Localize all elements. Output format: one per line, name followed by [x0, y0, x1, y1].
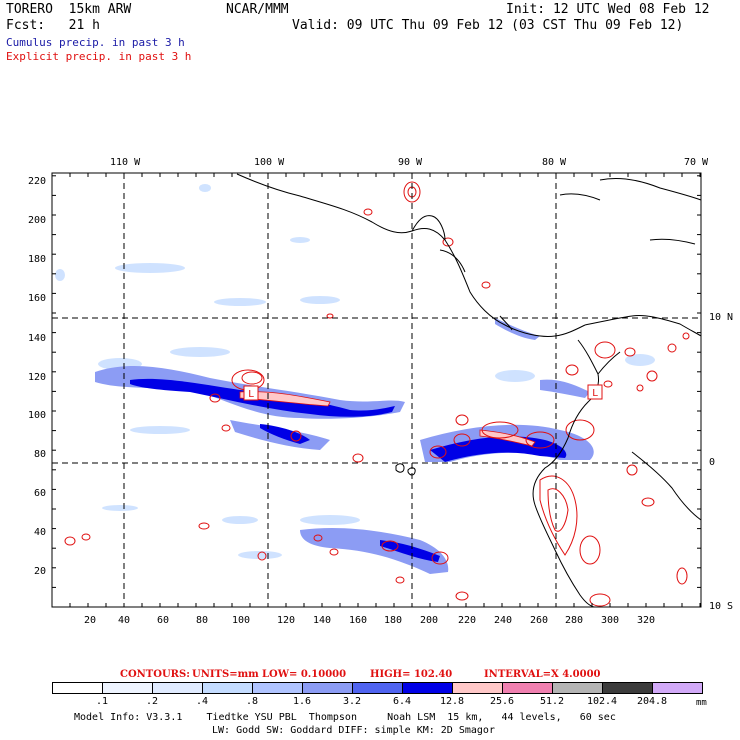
y-tick-label: 200	[28, 215, 47, 226]
colorbar-swatch	[402, 682, 453, 694]
x-tick-label: 320	[637, 615, 656, 626]
y-tick-label: 120	[28, 372, 47, 383]
x-tick-label: 60	[157, 615, 170, 626]
x-tick-label: 220	[458, 615, 477, 626]
svg-text:L: L	[248, 389, 254, 400]
colorbar-swatch	[302, 682, 353, 694]
x-tick-label: 80	[196, 615, 209, 626]
y-tick-label: 180	[28, 254, 47, 265]
lat-lon-grid	[52, 173, 701, 607]
coastlines	[236, 173, 702, 608]
x-tick-label: 280	[565, 615, 584, 626]
colorbar-label: .1	[95, 696, 109, 707]
contour-units: UNITS=mm	[192, 669, 259, 680]
init-time: Init: 12 UTC Wed 08 Feb 12	[506, 2, 710, 17]
y-tick-label: 80	[34, 449, 47, 460]
colorbar-unit: mm	[696, 698, 707, 708]
colorbar-swatch	[652, 682, 703, 694]
y-tick-label: 160	[28, 293, 47, 304]
x-tick-label: 300	[601, 615, 620, 626]
colorbar-swatch	[52, 682, 103, 694]
x-tick-label: 100	[232, 615, 251, 626]
x-tick-label: 200	[420, 615, 439, 626]
svg-text:L: L	[592, 388, 598, 399]
colorbar-swatch	[202, 682, 253, 694]
axis-ticks	[51, 173, 701, 608]
y-tick-label: 220	[28, 176, 47, 187]
colorbar-swatch	[452, 682, 503, 694]
colorbar-swatch	[502, 682, 553, 694]
colorbar-swatch	[152, 682, 203, 694]
forecast-hour: Fcst: 21 h	[6, 18, 100, 33]
colorbar-label: .4	[195, 696, 209, 707]
colorbar-label: 102.4	[586, 696, 618, 707]
y-tick-label: 40	[34, 527, 47, 538]
x-tick-label: 140	[313, 615, 332, 626]
colorbar-label: .8	[245, 696, 259, 707]
cumulus-legend: Cumulus precip. in past 3 h	[6, 36, 185, 49]
x-tick-label: 160	[349, 615, 368, 626]
explicit-pink-band	[239, 391, 536, 447]
x-tick-label: 180	[384, 615, 403, 626]
low-marker-west: L	[243, 385, 259, 401]
colorbar-label: 1.6	[292, 696, 312, 707]
model-title: TORERO 15km ARW	[6, 2, 132, 17]
lat-label-10n: 10 N	[709, 312, 734, 323]
lon-label-70w: 70 W	[684, 157, 709, 168]
colorbar-label: 6.4	[392, 696, 412, 707]
y-tick-label: 20	[34, 566, 47, 577]
lon-label-80w: 80 W	[542, 157, 567, 168]
valid-time: Valid: 09 UTC Thu 09 Feb 12 (03 CST Thu …	[292, 18, 684, 33]
lon-label-90w: 90 W	[398, 157, 423, 168]
colorbar-label: 3.2	[342, 696, 362, 707]
contour-title: CONTOURS:	[120, 669, 190, 680]
y-tick-label: 140	[28, 333, 47, 344]
explicit-legend: Explicit precip. in past 3 h	[6, 50, 192, 63]
contour-interval: INTERVAL=X 4.0000	[484, 669, 601, 680]
colorbar-label: 25.6	[489, 696, 515, 707]
colorbar-swatch	[352, 682, 403, 694]
low-marker-east: L	[587, 384, 603, 400]
y-tick-label: 60	[34, 488, 47, 499]
y-tick-label: 100	[28, 410, 47, 421]
x-tick-label: 120	[277, 615, 296, 626]
lat-label-0: 0	[709, 457, 716, 468]
colorbar-swatch	[102, 682, 153, 694]
contour-high: HIGH= 102.40	[370, 669, 453, 680]
colorbar-label: 12.8	[439, 696, 465, 707]
colorbar-label: 204.8	[636, 696, 668, 707]
colorbar-label: 51.2	[539, 696, 565, 707]
explicit-contours	[64, 181, 690, 607]
x-tick-label: 260	[530, 615, 549, 626]
lat-label-10s: 10 S	[709, 601, 734, 612]
x-tick-label: 20	[84, 615, 97, 626]
lon-label-100w: 100 W	[254, 157, 285, 168]
x-tick-label: 40	[118, 615, 131, 626]
org-label: NCAR/MMM	[226, 2, 289, 17]
lon-label-110w: 110 W	[110, 157, 141, 168]
x-tick-label: 240	[494, 615, 513, 626]
model-info: Model Info: V3.3.1 Tiedtke YSU PBL Thomp…	[74, 712, 616, 723]
colorbar-swatch	[602, 682, 653, 694]
colorbar-swatch	[552, 682, 603, 694]
colorbar-label: .2	[145, 696, 159, 707]
physics-info: LW: Godd SW: Goddard DIFF: simple KM: 2D…	[212, 725, 495, 736]
contour-low: LOW= 0.10000	[262, 669, 347, 680]
colorbar-swatch	[252, 682, 303, 694]
